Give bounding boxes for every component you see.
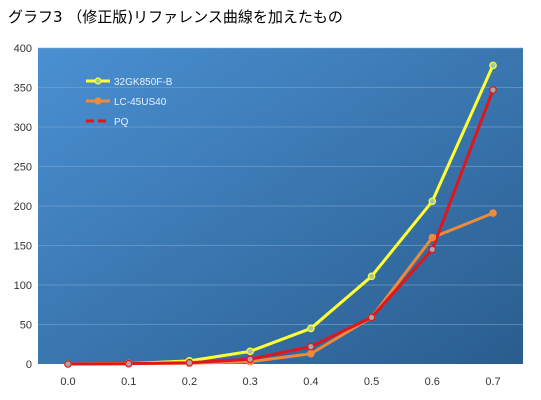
x-tick-label: 0.6	[425, 376, 440, 388]
y-axis: 0 50 100 150 200 250 300 350 400	[14, 43, 32, 371]
y-tick-label: 150	[14, 241, 32, 253]
chart-title: グラフ3 （修正版)リファレンス曲線を加えたもの	[8, 8, 343, 26]
series-2-point	[185, 358, 194, 367]
legend-marker	[94, 97, 102, 105]
y-tick-label: 0	[26, 359, 32, 371]
series-0-point	[428, 197, 437, 206]
series-1-point	[307, 349, 315, 358]
x-tick-label: 0.5	[364, 376, 379, 388]
x-tick-label: 0.3	[242, 376, 257, 388]
y-tick-label: 200	[14, 201, 32, 213]
legend-entry: LC-45US40	[114, 97, 167, 108]
x-tick-label: 0.4	[303, 376, 318, 388]
series-line-2	[67, 89, 495, 366]
series-2-point	[64, 360, 72, 368]
series-2-point	[367, 313, 376, 322]
x-tick-label: 0.2	[182, 376, 197, 388]
legend-entry: 32GK850F-B	[114, 77, 173, 88]
y-tick-label: 350	[14, 83, 32, 95]
series-2-point	[307, 342, 315, 351]
legend-marker	[94, 77, 102, 85]
x-tick-label: 0.7	[485, 376, 500, 388]
series-0-point	[367, 272, 376, 281]
series-2-point	[489, 86, 497, 94]
y-tick-label: 250	[14, 162, 32, 174]
x-tick-label: 0.1	[121, 376, 136, 388]
gridlines	[38, 47, 523, 325]
series-1-point	[489, 209, 497, 217]
series-0-point	[489, 61, 497, 70]
legend-entry: PQ	[114, 117, 129, 128]
series-2-point	[246, 355, 254, 364]
y-tick-label: 400	[14, 43, 32, 55]
y-tick-label: 300	[14, 122, 32, 134]
x-axis: 0.0 0.1 0.2 0.3 0.4 0.5 0.6 0.7	[60, 376, 500, 388]
series-1-point	[428, 233, 437, 242]
series-2-point	[428, 245, 437, 254]
x-tick-label: 0.0	[60, 376, 75, 388]
y-tick-label: 50	[20, 320, 32, 332]
series-0-point	[246, 347, 254, 356]
series-group	[64, 61, 497, 368]
series-0-point	[307, 324, 315, 333]
series-2-point	[124, 359, 133, 368]
y-tick-label: 100	[14, 280, 32, 292]
legend: 32GK850F-B LC-45US40 PQ	[86, 77, 173, 128]
